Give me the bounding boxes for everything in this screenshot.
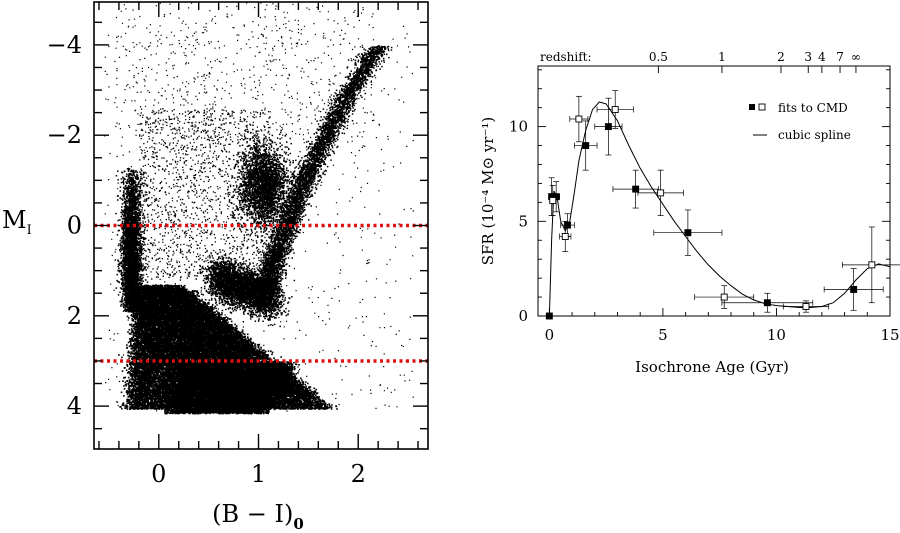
cmd-star-point — [104, 2, 414, 415]
sfr-point-open — [841, 226, 900, 304]
legend-filled-square-marker — [749, 104, 755, 110]
sfr-x-tick-label: 5 — [658, 326, 668, 344]
cmd-y-axis-label-main: M — [2, 206, 27, 234]
redshift-axis-label: redshift: — [540, 50, 592, 64]
cmd-x-tick-label: 2 — [351, 460, 366, 488]
open-square-marker — [657, 189, 665, 197]
sfr-panel: 0 5 10 15 0 5 10 redshift: 0.5 1 2 3 4 7 ∞ fits to C… — [479, 50, 900, 376]
legend-spline-label: cubic spline — [778, 128, 851, 142]
filled-square-marker — [604, 123, 612, 131]
sfr-x-tick-label: 15 — [880, 326, 899, 344]
sfr-point-filled — [653, 209, 723, 256]
sfr-y-tick-label: 10 — [509, 118, 528, 136]
cmd-x-axis-label-sub: 0 — [293, 515, 303, 533]
open-square-marker — [561, 233, 569, 240]
sfr-point-open — [694, 285, 755, 309]
sfr-x-tick-label: 10 — [767, 326, 786, 344]
open-square-marker — [575, 115, 583, 123]
sfr-tick-labels: 0 5 10 15 0 5 10 — [509, 118, 900, 344]
sfr-point-open — [569, 95, 589, 143]
cmd-x-tick-label: 0 — [151, 460, 166, 488]
sfr-x-axis-label: Isochrone Age (Gyr) — [635, 358, 789, 376]
redshift-tick-label: ∞ — [851, 50, 861, 64]
sfr-plot-frame — [537, 65, 891, 317]
cmd-y-tick-label: 2 — [67, 302, 82, 330]
cmd-tick-labels: 0 1 2 −4 −2 0 2 4 — [47, 31, 366, 488]
sfr-redshift-axis: redshift: 0.5 1 2 3 4 7 ∞ — [540, 50, 861, 73]
legend-fits-label: fits to CMD — [778, 101, 848, 115]
sfr-point-filled — [612, 169, 659, 209]
filled-square-marker — [763, 299, 771, 307]
sfr-point-open — [637, 169, 684, 216]
redshift-tick-label: 2 — [777, 50, 785, 64]
cmd-axis-ticks — [94, 2, 428, 449]
open-square-marker — [611, 106, 619, 114]
filled-square-marker — [545, 312, 553, 320]
redshift-tick-label: 1 — [718, 50, 726, 64]
cmd-x-axis-label: (B − I)0 — [212, 500, 304, 533]
sfr-data-points — [545, 90, 900, 320]
sfr-y-tick-label: 5 — [518, 212, 528, 230]
cmd-star-points — [104, 2, 414, 415]
open-square-marker — [868, 261, 876, 269]
sfr-axis-ticks — [538, 69, 891, 317]
cmd-x-axis-label-main: (B − I) — [212, 500, 293, 528]
legend-open-square-marker — [758, 103, 766, 111]
filled-square-marker — [632, 185, 640, 193]
cmd-y-tick-label: −2 — [47, 121, 82, 149]
sfr-point-open — [596, 90, 634, 129]
redshift-tick-label: 0.5 — [649, 50, 668, 64]
legend: fits to CMD cubic spline — [749, 101, 851, 142]
cmd-x-tick-label: 1 — [251, 460, 266, 488]
filled-square-marker — [850, 286, 858, 293]
sfr-point-open — [549, 184, 557, 216]
sfr-point-filled — [721, 292, 814, 313]
sfr-x-tick-label: 0 — [545, 326, 555, 344]
sfr-point-open — [559, 220, 572, 252]
cmd-y-axis-label: MI — [2, 206, 32, 238]
filled-square-marker — [582, 142, 590, 149]
redshift-tick-label: 7 — [836, 50, 844, 64]
cmd-y-tick-label: 0 — [67, 212, 82, 240]
sfr-point-filled — [573, 120, 598, 171]
open-square-marker — [549, 197, 557, 204]
filled-square-marker — [564, 221, 571, 229]
open-square-marker — [802, 303, 810, 310]
sfr-point-open — [782, 300, 830, 313]
sfr-point-filled — [545, 312, 553, 320]
sfr-point-filled — [594, 97, 623, 156]
filled-square-marker — [684, 229, 692, 237]
redshift-tick-label: 4 — [818, 50, 826, 64]
sfr-y-axis-label: SFR (10⁻⁴ M⊙ yr⁻¹) — [479, 117, 497, 266]
open-square-marker — [720, 293, 728, 301]
cmd-y-tick-label: 4 — [67, 392, 82, 420]
sfr-point-filled — [823, 268, 884, 311]
redshift-tick-label: 3 — [804, 50, 812, 64]
cmd-y-tick-label: −4 — [47, 31, 82, 59]
cmd-y-axis-label-sub: I — [27, 223, 32, 238]
sfr-y-tick-label: 0 — [518, 307, 528, 325]
